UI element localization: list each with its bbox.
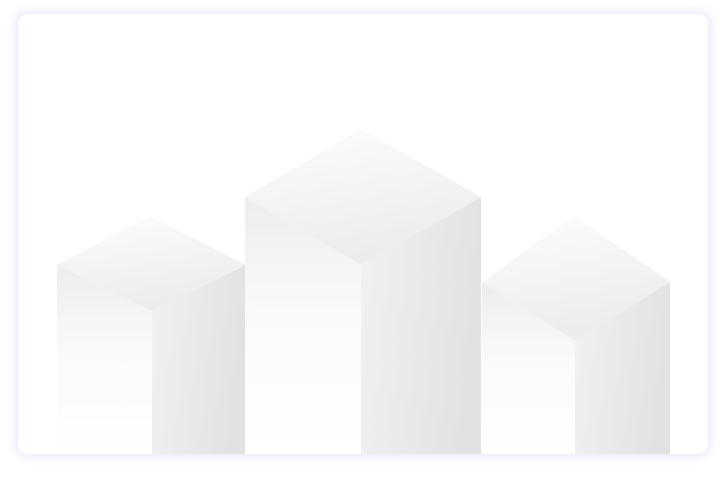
left-block-side-face xyxy=(152,265,246,454)
middle-block-front-face xyxy=(245,197,361,454)
right-block-front-face xyxy=(482,282,575,454)
right-block-side-face xyxy=(575,282,670,454)
left-block-front-face xyxy=(57,265,152,454)
middle-block-top-face xyxy=(245,129,481,265)
middle-block xyxy=(245,129,481,454)
left-block xyxy=(57,216,246,454)
middle-block-side-face xyxy=(361,197,481,454)
right-block xyxy=(482,216,670,454)
right-block-top-face xyxy=(482,216,670,341)
left-block-top-face xyxy=(57,216,246,311)
